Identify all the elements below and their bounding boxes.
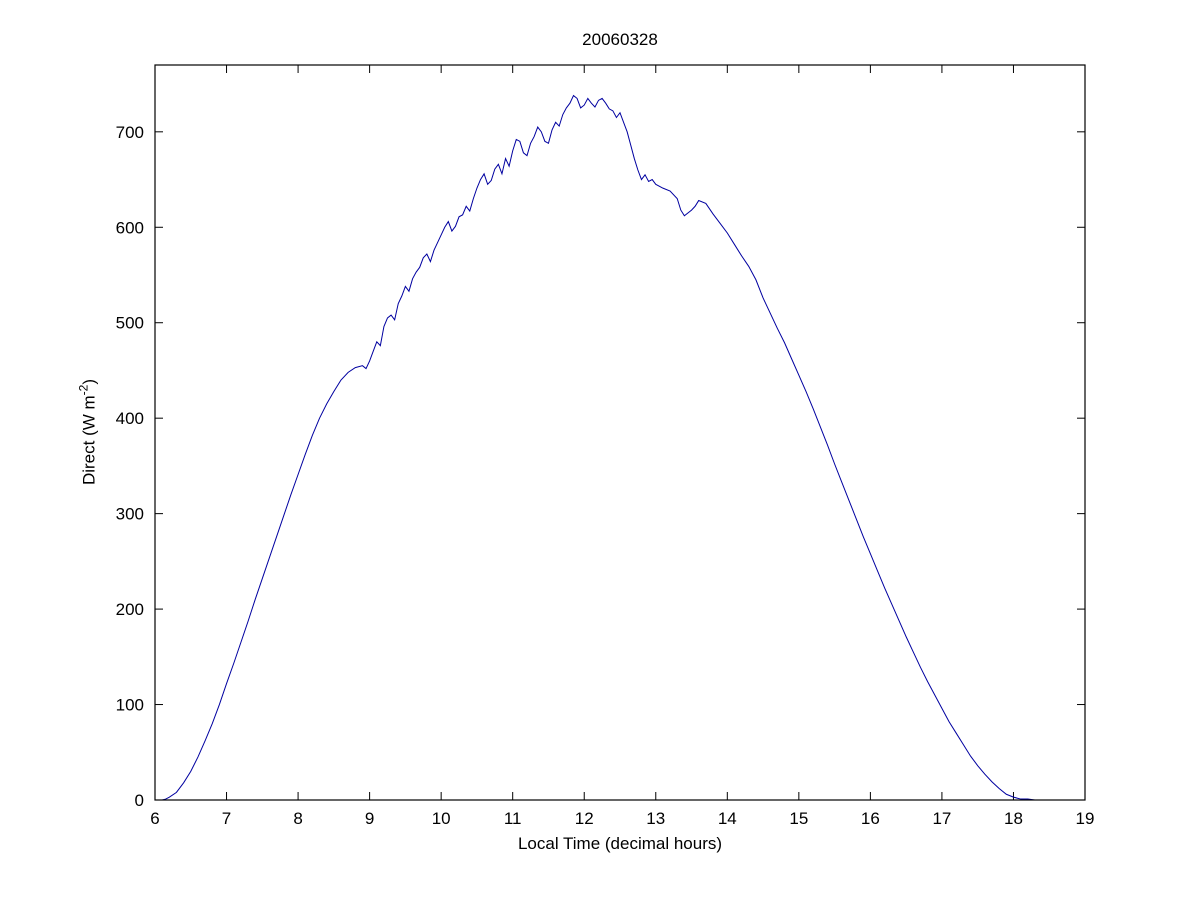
x-tick-label: 15 (789, 809, 808, 828)
x-tick-label: 18 (1004, 809, 1023, 828)
data-line (162, 94, 1039, 801)
x-tick-label: 10 (432, 809, 451, 828)
x-axis-label: Local Time (decimal hours) (517, 834, 723, 853)
y-tick-label: 200 (116, 600, 144, 619)
y-tick-label: 700 (116, 123, 144, 142)
x-tick-label: 14 (718, 809, 737, 828)
y-tick-label: 0 (135, 791, 144, 810)
x-tick-label: 8 (293, 809, 302, 828)
x-tick-label: 7 (222, 809, 231, 828)
x-tick-label: 6 (150, 809, 159, 828)
y-tick-label: 400 (116, 409, 144, 428)
x-tick-label: 13 (646, 809, 665, 828)
y-tick-label: 600 (116, 218, 144, 237)
chart-title: 20060328 (582, 30, 658, 49)
x-tick-label: 9 (365, 809, 374, 828)
x-tick-label: 16 (861, 809, 880, 828)
y-tick-label: 500 (116, 314, 144, 333)
y-tick-label: 100 (116, 696, 144, 715)
y-tick-label: 300 (116, 505, 144, 524)
x-tick-label: 11 (504, 809, 522, 828)
x-tick-label: 12 (575, 809, 594, 828)
x-tick-label: 17 (932, 809, 951, 828)
plot-box (154, 64, 1086, 801)
x-tick-label: 19 (1076, 809, 1095, 828)
